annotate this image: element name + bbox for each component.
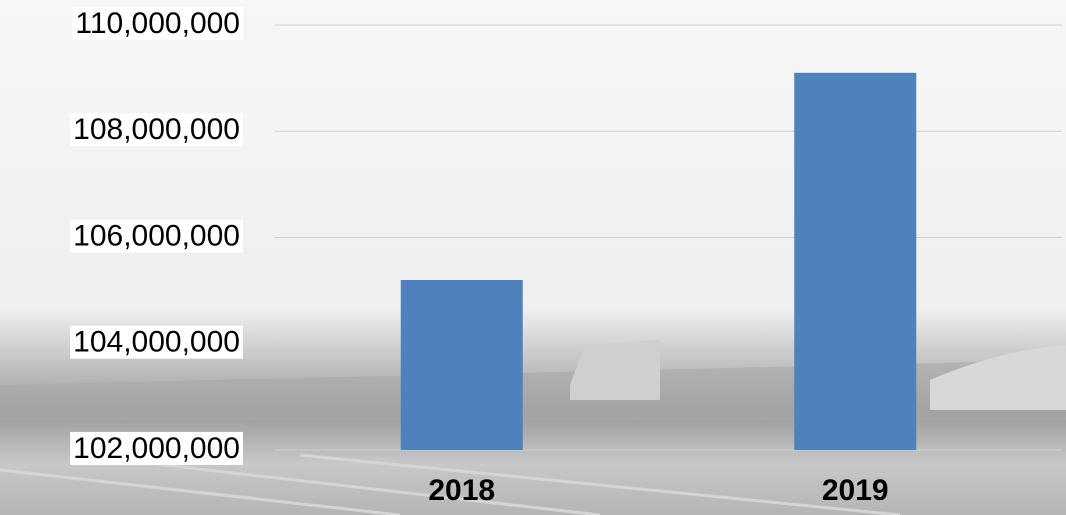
y-tick-label: 110,000,000 xyxy=(75,7,240,40)
page: {"chart_data": {"type": "bar", "categori… xyxy=(0,0,1066,515)
y-tick-label: 102,000,000 xyxy=(73,432,240,465)
bar xyxy=(794,73,916,450)
y-tick-label: 104,000,000 xyxy=(73,326,240,359)
y-tick-label: 108,000,000 xyxy=(73,113,240,146)
chart: 102,000,000 104,000,000 106,000,000 108,000… xyxy=(0,0,1066,515)
x-tick-label: 2018 xyxy=(428,474,495,507)
x-tick-label: 2019 xyxy=(822,474,889,507)
building xyxy=(570,340,660,400)
bar xyxy=(401,280,523,450)
y-tick-label: 106,000,000 xyxy=(73,219,240,252)
